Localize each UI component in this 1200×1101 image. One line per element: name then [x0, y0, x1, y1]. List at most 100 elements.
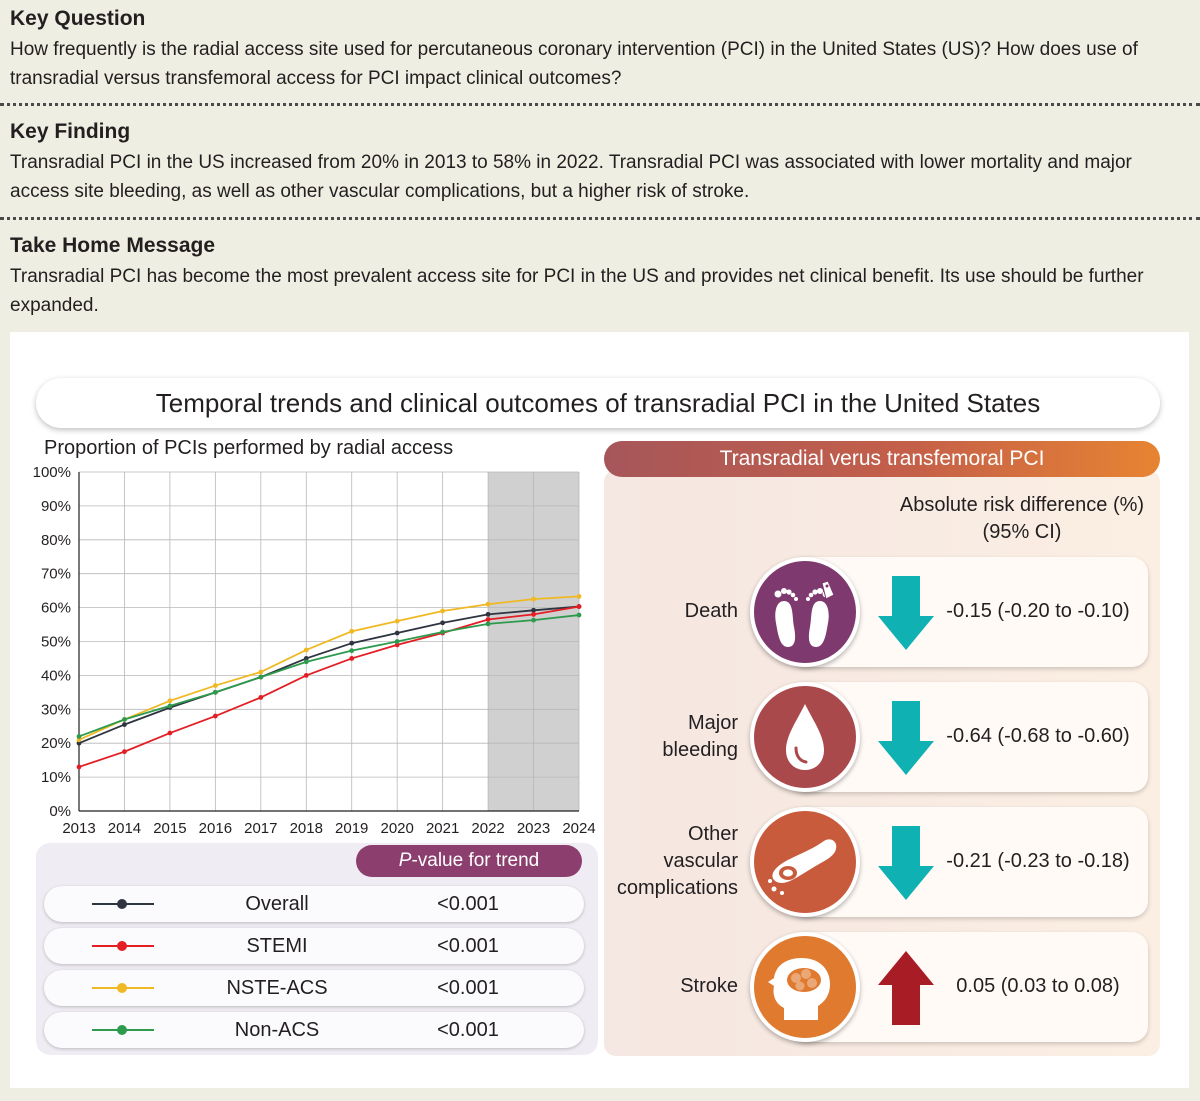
y-tick-label: 30%: [41, 701, 71, 718]
take-home-text: Transradial PCI has become the most prev…: [10, 266, 1144, 316]
y-tick-label: 60%: [41, 600, 71, 617]
x-tick-label: 2016: [199, 820, 232, 837]
feet-tag-icon: [774, 580, 835, 647]
outcome-icon-circle: [750, 682, 860, 792]
legend-label: Non-ACS: [234, 1019, 320, 1041]
x-tick-label: 2017: [244, 820, 277, 837]
series-line-nste-acs: [78, 595, 580, 741]
data-point-non-acs: [576, 612, 582, 618]
data-point-non-acs: [440, 629, 446, 635]
data-point-stemi: [212, 713, 218, 719]
outcome-label-line: complications: [616, 877, 738, 899]
y-tick-label: 10%: [41, 769, 71, 786]
data-point-overall: [349, 640, 355, 646]
decrease-arrow-icon: [878, 701, 934, 775]
p-value-header: P -value for trend: [356, 845, 582, 877]
data-point-nste-acs: [531, 596, 536, 602]
outcome-label: Other vascular complications: [538, 821, 738, 902]
data-point-nste-acs: [303, 647, 309, 653]
legend-label: STEMI: [246, 935, 308, 957]
legend-p-value: <0.001: [437, 893, 499, 915]
data-point-non-acs: [303, 659, 309, 665]
legend-row-overall: Overall <0.001: [44, 886, 584, 922]
outcome-icon-circle: [750, 807, 860, 917]
data-point-overall: [440, 620, 446, 626]
key-question-text: How frequently is the radial access site…: [10, 39, 1138, 89]
data-point-nste-acs: [394, 618, 400, 624]
outcome-label-line: vascular: [663, 850, 738, 872]
y-tick-label: 70%: [41, 566, 71, 583]
blood-drop-icon: [786, 704, 824, 770]
risk-difference-label-line2: (95% CI): [982, 521, 1062, 543]
outcome-icon-circle: [750, 932, 860, 1042]
dotted-divider: [0, 103, 1200, 106]
y-tick-label: 40%: [41, 667, 71, 684]
outcomes-header: Transradial verus transfemoral PCI: [604, 441, 1160, 477]
outcome-icon-circle: [750, 557, 860, 667]
y-tick-label: 100%: [33, 464, 71, 481]
brain-head-icon: [768, 941, 830, 1020]
legend-row-nste-acs: NSTE-ACS <0.001: [44, 970, 584, 1006]
decrease-arrow-icon: [878, 826, 934, 900]
legend-row-stemi: STEMI <0.001: [44, 928, 584, 964]
outcome-label-line: Stroke: [680, 975, 738, 997]
x-tick-label: 2019: [335, 820, 368, 837]
data-point-non-acs: [258, 674, 264, 680]
x-tick-label: 2013: [62, 820, 95, 837]
decrease-arrow-icon: [878, 576, 934, 650]
x-tick-label: 2023: [517, 820, 550, 837]
y-tick-label: 20%: [41, 735, 71, 752]
data-point-stemi: [394, 642, 400, 648]
data-point-overall: [394, 630, 400, 636]
data-point-nste-acs: [485, 601, 491, 607]
series-line-non-acs: [78, 614, 580, 738]
outcome-label-line: bleeding: [662, 739, 738, 761]
data-point-stemi: [485, 617, 491, 622]
data-point-non-acs: [212, 689, 218, 695]
data-point-nste-acs: [167, 698, 173, 704]
data-point-non-acs: [349, 648, 355, 654]
outcome-label-line: Other: [687, 823, 738, 845]
data-point-nste-acs: [258, 669, 264, 675]
x-tick-label: 2020: [380, 820, 413, 837]
legend-label: Overall: [245, 893, 309, 915]
p-value-header-rest: -value for trend: [411, 850, 540, 871]
data-point-stemi: [531, 611, 536, 617]
legend-p-value: <0.001: [437, 935, 499, 957]
key-question-heading: Key Question: [10, 7, 146, 30]
legend-label: NSTE-ACS: [226, 977, 328, 999]
outcome-value: -0.21 (-0.23 to -0.18): [946, 850, 1130, 872]
key-finding-section: Key Finding Transradial PCI in the US in…: [10, 119, 1190, 206]
data-point-overall: [303, 656, 309, 661]
legend-row-non-acs: Non-ACS <0.001: [44, 1012, 584, 1048]
y-tick-label: 50%: [41, 634, 71, 651]
key-finding-text: Transradial PCI in the US increased from…: [10, 152, 1132, 202]
risk-difference-label-line1: Absolute risk difference (%): [899, 494, 1145, 516]
data-point-non-acs: [485, 621, 491, 627]
data-point-overall: [76, 740, 82, 746]
x-tick-label: 2021: [426, 820, 459, 837]
data-point-stemi: [167, 730, 173, 736]
data-point-stemi: [76, 764, 82, 770]
series-line-stemi: [78, 605, 580, 768]
legend-p-value: <0.001: [437, 977, 499, 999]
x-tick-label: 2014: [108, 820, 141, 837]
key-finding-heading: Key Finding: [10, 120, 131, 143]
trend-line-chart: 0% 10% 20% 30% 40% 50% 60% 70% 80% 90% 100% 2013 201…: [33, 464, 596, 837]
key-question-section: Key Question How frequently is the radia…: [10, 6, 1190, 93]
chart-title: Proportion of PCIs performed by radial a…: [44, 437, 454, 459]
p-value-header-italic: P: [398, 850, 412, 871]
data-point-stemi: [349, 656, 355, 661]
data-point-nste-acs: [76, 737, 82, 743]
data-point-overall: [531, 607, 536, 613]
outcome-value: -0.64 (-0.68 to -0.60): [946, 725, 1130, 747]
x-tick-label: 2024: [562, 820, 595, 837]
legend-p-value: <0.001: [437, 1019, 499, 1041]
x-tick-label: 2022: [471, 820, 504, 837]
dotted-divider: [0, 217, 1200, 220]
data-point-non-acs: [531, 617, 536, 623]
outcome-label-line: Death: [684, 600, 738, 622]
legend-marker: [117, 941, 127, 951]
legend-marker: [117, 899, 127, 909]
y-tick-label: 0%: [49, 803, 71, 820]
